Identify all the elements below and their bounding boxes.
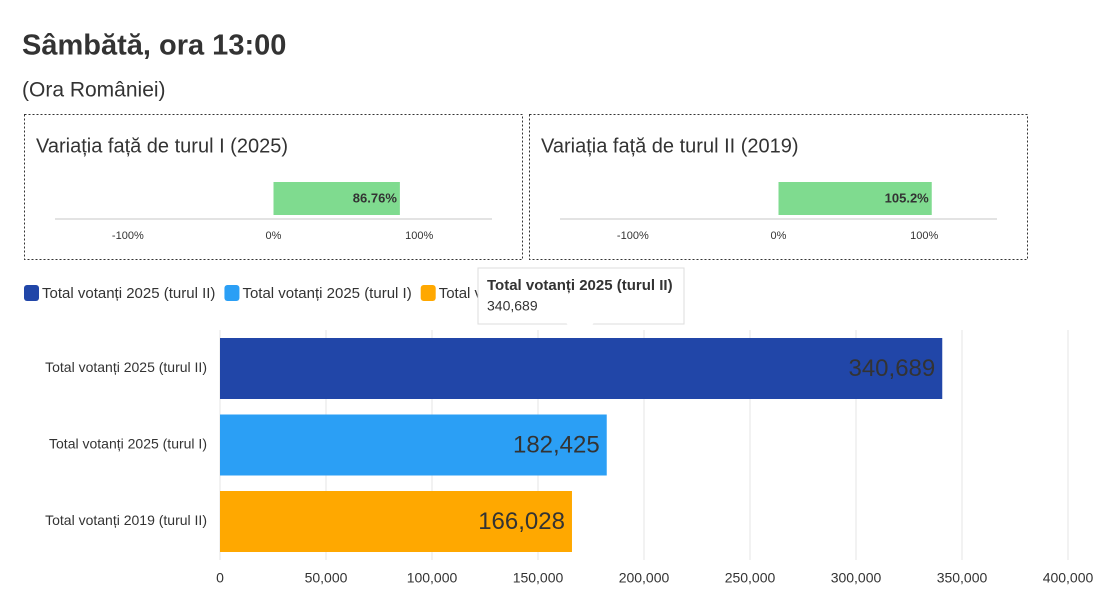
panel-border xyxy=(529,114,1028,260)
page-subtitle: (Ora României) xyxy=(22,79,166,102)
tooltip xyxy=(477,267,685,325)
bar xyxy=(220,491,572,552)
y-tick-label: Total votanți 2019 (turul II) xyxy=(45,512,207,528)
value-label: 166,028 xyxy=(478,508,565,535)
x-tick-label: 250,000 xyxy=(725,570,776,586)
legend-swatch xyxy=(24,285,39,301)
x-tick-label: 200,000 xyxy=(619,570,670,586)
value-label: 182,425 xyxy=(513,431,600,458)
legend-swatch xyxy=(420,285,436,301)
x-tick-label: 400,000 xyxy=(1043,570,1094,586)
legend-label[interactable]: Total votanți 2025 (turul II) xyxy=(42,285,215,302)
page-title: Sâmbătă, ora 13:00 xyxy=(22,30,286,62)
bar xyxy=(778,182,932,215)
x-tick-label: 100% xyxy=(405,230,433,242)
value-label: 105.2% xyxy=(885,190,930,205)
panel-title: Variația față de turul I (2025) xyxy=(36,135,288,157)
panel-border xyxy=(24,114,523,260)
y-tick-label: Total votanți 2025 (turul II) xyxy=(45,359,207,375)
x-tick-label: 350,000 xyxy=(937,570,988,586)
value-label: 86.76% xyxy=(353,190,398,205)
tooltip-pointer xyxy=(566,323,594,337)
x-tick-label: 0% xyxy=(771,230,787,242)
y-tick-label: Total votanți 2025 (turul I) xyxy=(49,436,207,452)
x-tick-label: -100% xyxy=(617,230,649,242)
x-tick-label: 100,000 xyxy=(407,570,458,586)
x-tick-label: 100% xyxy=(910,230,938,242)
value-label: 340,689 xyxy=(848,355,935,382)
legend-swatch xyxy=(224,285,240,301)
x-tick-label: 150,000 xyxy=(513,570,564,586)
bar xyxy=(273,182,400,215)
x-tick-label: -100% xyxy=(112,230,144,242)
x-tick-label: 0 xyxy=(216,570,224,586)
x-tick-label: 300,000 xyxy=(831,570,882,586)
panel-title: Variația față de turul II (2019) xyxy=(541,135,799,157)
x-tick-label: 0% xyxy=(266,230,282,242)
x-tick-label: 50,000 xyxy=(305,570,348,586)
tooltip-value: 340,689 xyxy=(487,298,538,314)
bar xyxy=(220,338,943,399)
bar xyxy=(220,414,607,476)
legend-label[interactable]: Total votanți 2025 (turul I) xyxy=(242,285,411,302)
tooltip-title: Total votanți 2025 (turul II) xyxy=(487,277,673,294)
